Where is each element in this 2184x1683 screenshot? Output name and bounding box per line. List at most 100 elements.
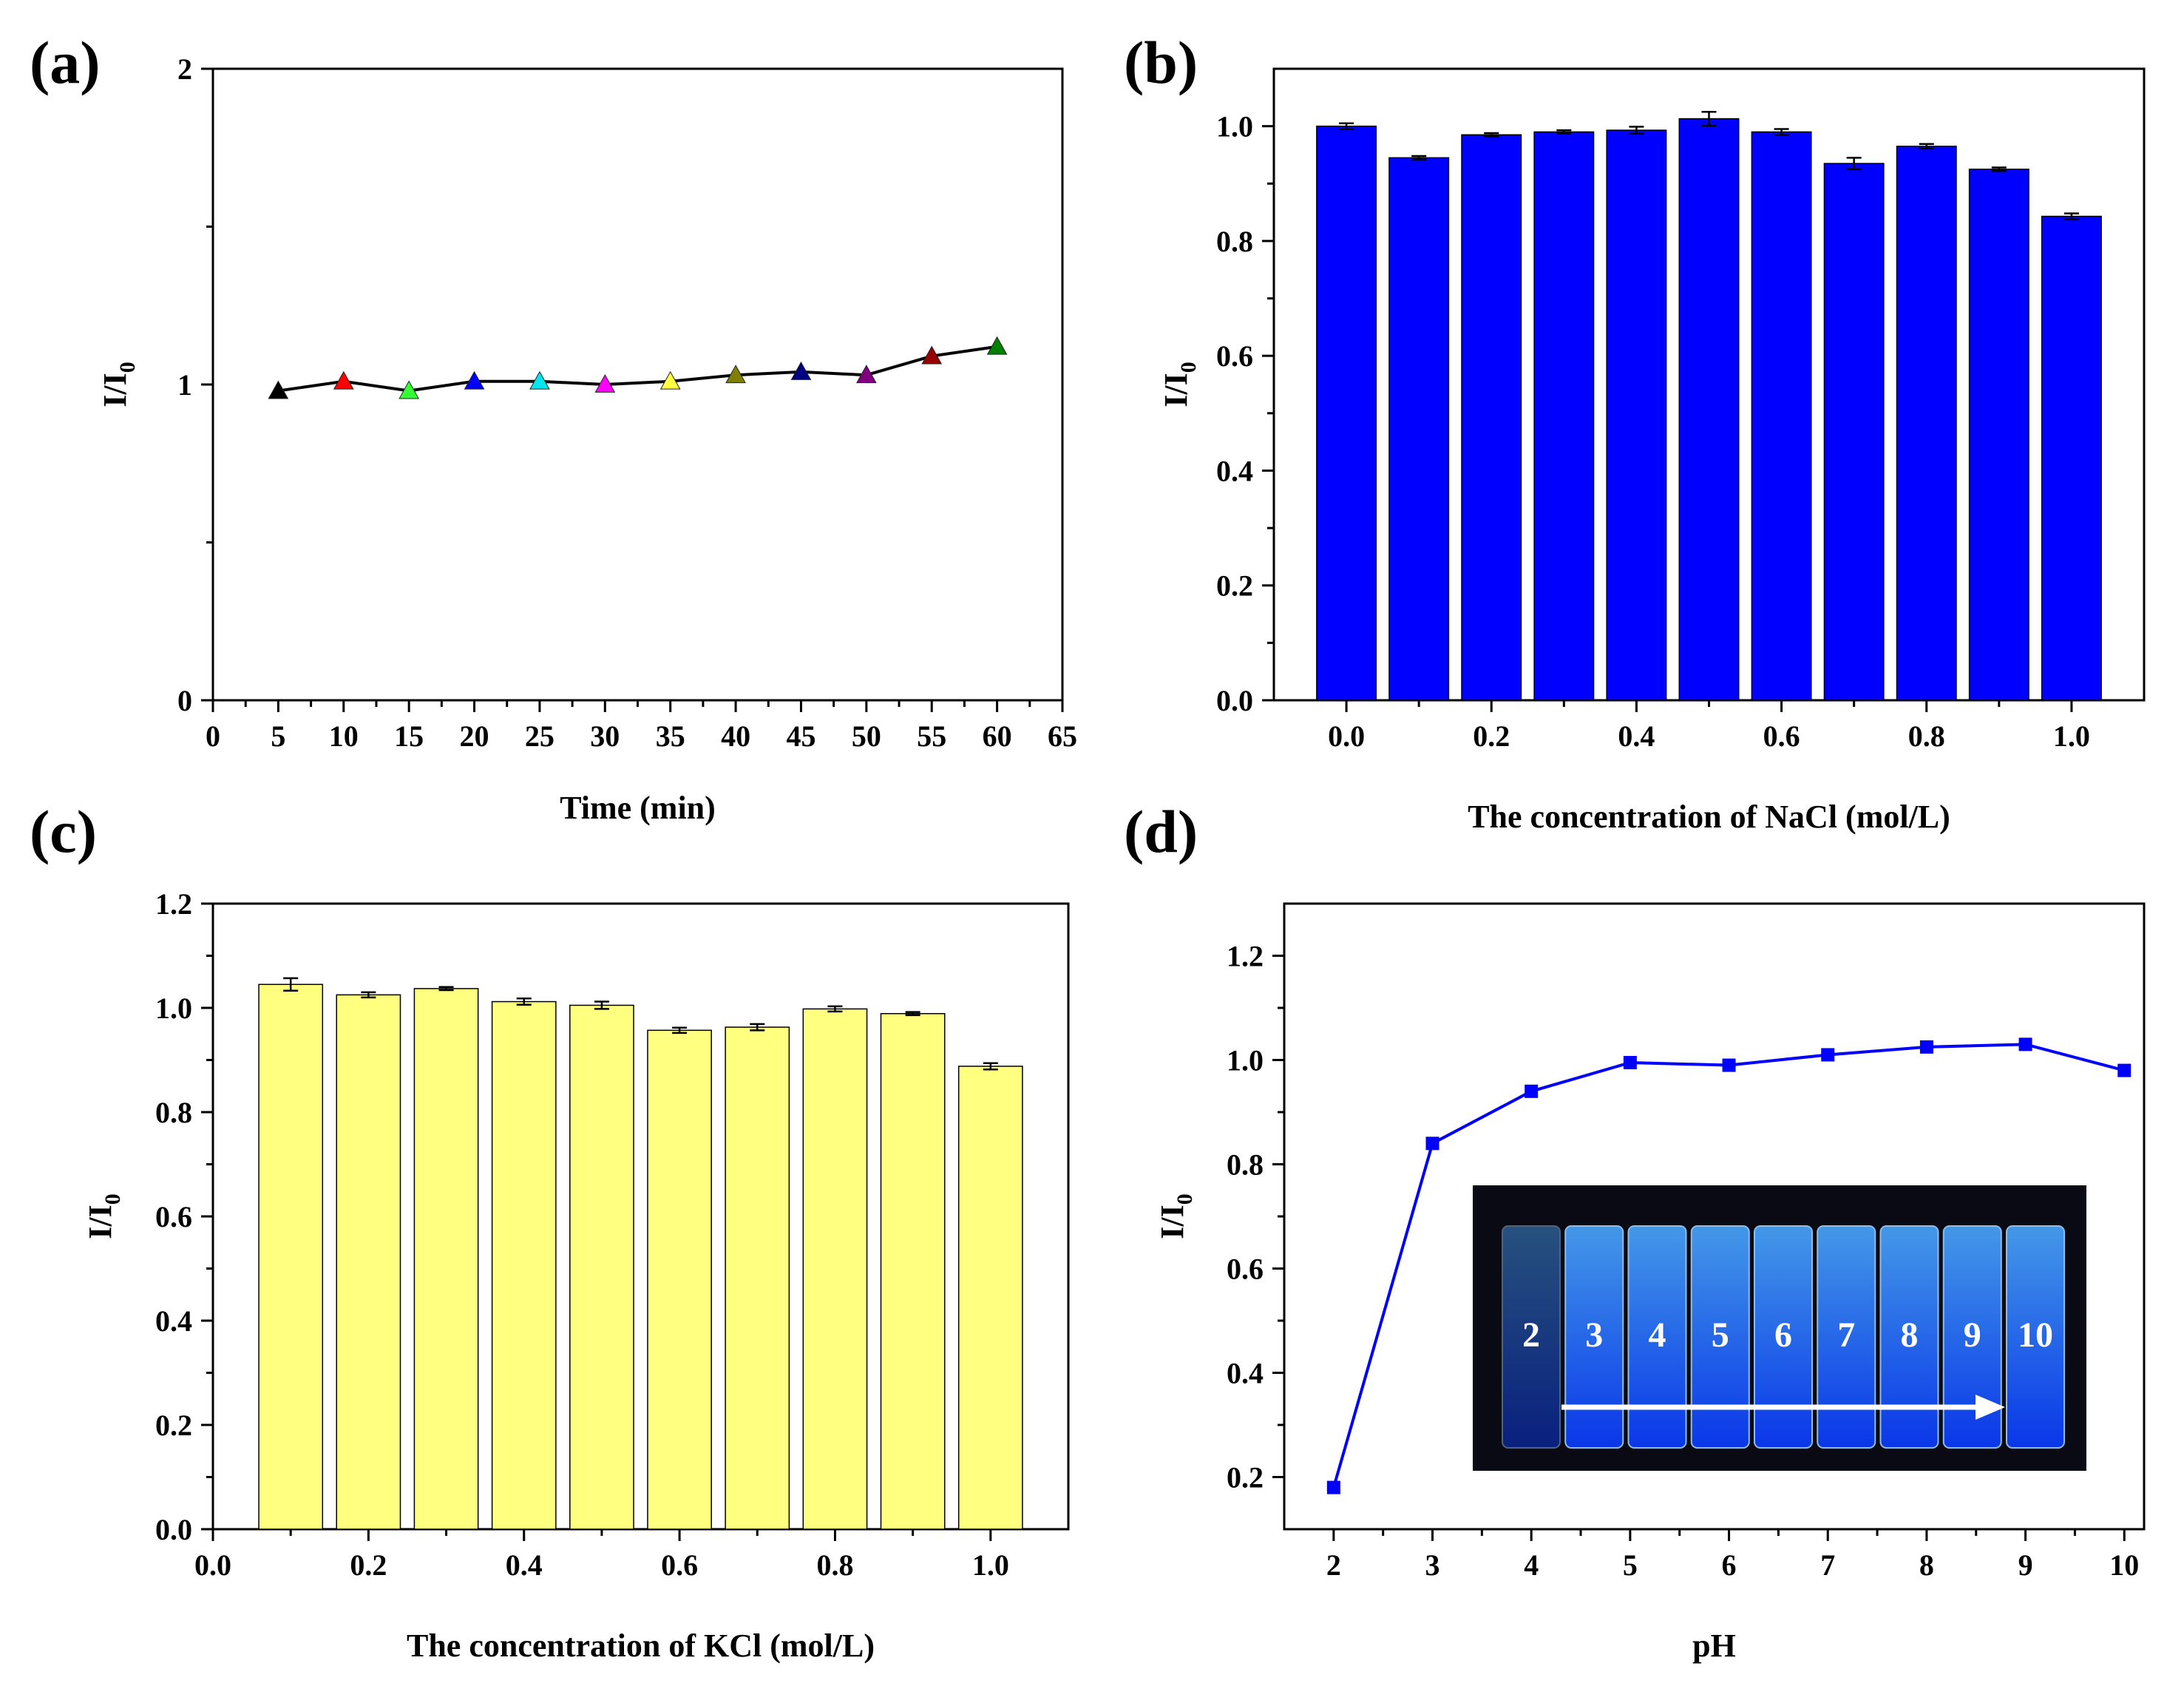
data-point: [529, 370, 550, 390]
x-tick-label: 15: [394, 719, 424, 753]
x-tick-label: 8: [1919, 1548, 1934, 1582]
cuvette: [1564, 1225, 1624, 1449]
y-tick-label: 0.6: [155, 1200, 192, 1233]
x-tick-label: 6: [1722, 1548, 1737, 1582]
y-tick-label: 0.8: [155, 1096, 192, 1129]
x-tick-label: 0.0: [1328, 719, 1365, 753]
y-tick-label: 0.2: [1216, 569, 1253, 603]
x-tick-label: 20: [460, 719, 489, 753]
inset-label: 9: [1964, 1315, 1981, 1355]
x-tick-label: 0.4: [506, 1548, 543, 1582]
data-point: [790, 361, 812, 380]
y-axis-title-sub: 0: [1173, 1193, 1197, 1205]
cuvette: [1502, 1225, 1561, 1449]
series-line: [278, 345, 997, 393]
panel-a: (a) 0 5 10 15 20 25 30 35 40 45 50 55 60 65 0 1 2 Time (mi…: [30, 29, 1077, 826]
data-point: [1821, 1048, 1835, 1062]
bar: [1823, 163, 1885, 701]
y-axis-title-text: I/I0: [1154, 1193, 1197, 1239]
x-tick-label: 0.0: [194, 1548, 231, 1582]
x-axis-title: The concentration of KCl (mol/L): [407, 1628, 875, 1664]
y-axis-title: I/I0: [1158, 362, 1201, 407]
y-tick-label: 1.0: [1216, 110, 1253, 143]
x-tick-label: 40: [721, 719, 750, 753]
x-tick-label: 0.2: [350, 1548, 387, 1582]
inset-label: 7: [1837, 1315, 1855, 1355]
y-axis-title-sub: 0: [101, 1193, 125, 1205]
y-axis-title: I/I0: [1154, 1193, 1197, 1239]
inset-label: 3: [1585, 1315, 1603, 1355]
bar: [1968, 169, 2029, 701]
y-tick-label: 0.8: [1227, 1148, 1264, 1182]
y-tick-label: 1: [177, 368, 192, 402]
data-point: [2018, 1037, 2032, 1052]
x-tick-label: 65: [1048, 719, 1077, 753]
cuvette: [1627, 1225, 1687, 1449]
x-tick-label: 60: [983, 719, 1012, 753]
data-point: [594, 373, 616, 393]
y-tick-label: 0.4: [1227, 1357, 1264, 1390]
y-axis-title-sub: 0: [115, 362, 140, 373]
y-axis-title-main: I/I: [82, 1205, 118, 1239]
y-axis-title-text: I/I0: [82, 1193, 125, 1239]
arrow-head: [1976, 1395, 2005, 1420]
data-point: [725, 365, 746, 384]
y-tick-label: 0.2: [1227, 1461, 1264, 1494]
y-axis-title-text: I/I0: [1158, 362, 1201, 407]
inset-label: 8: [1901, 1315, 1919, 1355]
inset-label: 5: [1712, 1315, 1729, 1355]
y-tick-label: 0.6: [1216, 339, 1253, 373]
y-tick-label: 0.2: [155, 1409, 192, 1442]
y-tick-label: 0: [177, 684, 192, 717]
bar: [802, 1008, 868, 1530]
x-tick-label: 55: [917, 719, 946, 753]
y-axis-title-main: I/I: [1154, 1205, 1190, 1239]
y-tick-label: 1.2: [155, 887, 192, 921]
x-tick-label: 0: [206, 719, 220, 753]
bar: [413, 988, 479, 1530]
x-tick-label: 7: [1820, 1548, 1835, 1582]
y-axis-title-main: I/I: [1158, 373, 1194, 407]
x-tick-label: 10: [329, 719, 359, 753]
panel-d: (d) 2 3 4 5 6 7 8 9 10 0.2 0.4 0.6 0.8 1.0 1.2 pH I/I0 2 3 4…: [1124, 798, 2146, 1664]
y-tick-label: 0.8: [1216, 225, 1253, 258]
cuvette: [1942, 1225, 2002, 1449]
x-tick-label: 10: [2109, 1548, 2139, 1582]
data-point: [1425, 1137, 1439, 1151]
bar: [725, 1026, 790, 1530]
inset-label: 4: [1649, 1315, 1666, 1355]
data-point: [1525, 1084, 1539, 1098]
y-axis-title: I/I0: [97, 362, 140, 407]
bar: [1461, 134, 1522, 701]
inset-label: 2: [1522, 1315, 1540, 1355]
data-point: [333, 370, 354, 390]
y-tick-label: 1.0: [1227, 1044, 1264, 1077]
panel-label: (a): [30, 29, 101, 96]
bar: [1751, 131, 1812, 701]
cuvette: [2006, 1225, 2065, 1449]
y-tick-label: 0.4: [1216, 454, 1253, 487]
panel-b: (b) 0.0 0.2 0.4 0.6 0.8 1.0 0.0 0.2 0.4 0.6 0.8 1.0 T…: [1124, 29, 2146, 835]
bar: [258, 983, 324, 1530]
bar: [569, 1004, 634, 1530]
y-tick-label: 2: [177, 53, 192, 86]
x-tick-label: 0.8: [816, 1548, 853, 1582]
bar: [1533, 131, 1595, 701]
y-axis-title-sub: 0: [1176, 362, 1201, 373]
data-point: [1326, 1480, 1340, 1494]
x-tick-label: 0.6: [1763, 719, 1800, 753]
data-point: [268, 380, 289, 399]
data-point: [1623, 1056, 1637, 1070]
panel-label: (d): [1124, 798, 1198, 865]
x-axis-title: Time (min): [560, 790, 716, 826]
panel-label: (b): [1124, 29, 1198, 96]
x-tick-label: 1.0: [972, 1548, 1009, 1582]
bar: [336, 994, 401, 1530]
cuvette: [1754, 1225, 1813, 1449]
data-point: [921, 345, 943, 365]
data-point: [2117, 1063, 2132, 1077]
data-point: [399, 380, 420, 399]
x-tick-label: 5: [1623, 1548, 1638, 1582]
bar: [880, 1013, 946, 1530]
